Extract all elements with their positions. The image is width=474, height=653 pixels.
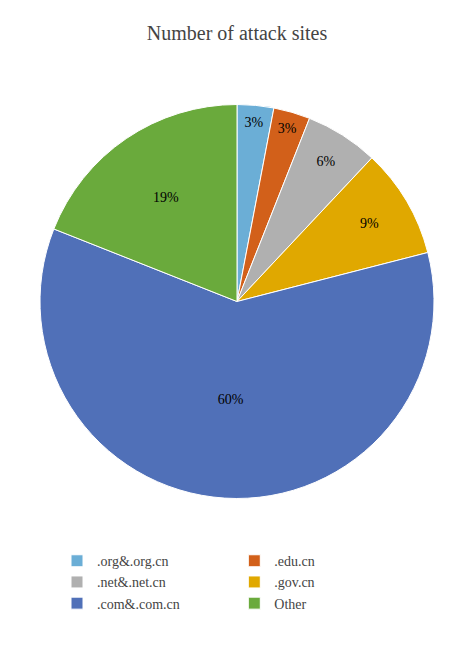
svg-text:.com&.com.cn: .com&.com.cn: [97, 597, 180, 612]
svg-text:.net&.net.cn: .net&.net.cn: [97, 575, 166, 590]
svg-text:3%: 3%: [278, 121, 297, 136]
svg-text:3%: 3%: [244, 115, 263, 130]
svg-text:Number of attack sites: Number of attack sites: [147, 22, 328, 44]
svg-text:.org&.org.cn: .org&.org.cn: [97, 554, 168, 569]
svg-text:.gov.cn: .gov.cn: [274, 575, 314, 590]
svg-text:60%: 60%: [218, 392, 244, 407]
svg-text:19%: 19%: [153, 190, 179, 205]
svg-text:.edu.cn: .edu.cn: [274, 554, 314, 569]
svg-text:9%: 9%: [360, 216, 379, 231]
svg-text:6%: 6%: [316, 154, 335, 169]
svg-text:Other: Other: [274, 597, 306, 612]
